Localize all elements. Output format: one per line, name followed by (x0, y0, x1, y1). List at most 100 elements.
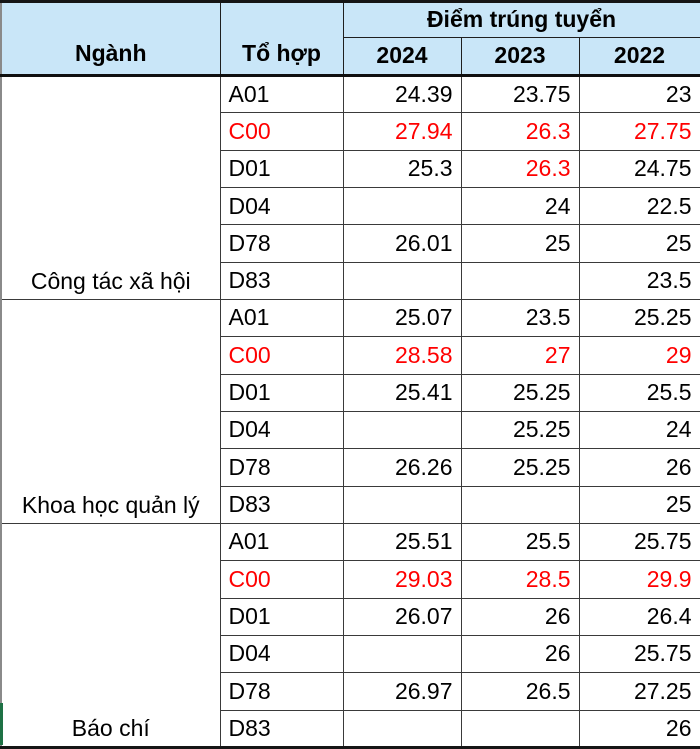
table-row: D01 25.3 26.3 24.75 (1, 149, 700, 188)
table-row: Báo chí A01 25.51 25.5 25.75 (0, 522, 700, 749)
table-row: D01 26.07 26 26.4 (1, 597, 700, 636)
score-cell: 25.25 (460, 373, 580, 412)
score-cell: 29.03 (342, 560, 462, 599)
header-row-1: Ngành Tổ hợp Điểm trúng tuyển (0, 1, 700, 77)
score-cell: 26 (578, 709, 700, 749)
header-row-2: 2024 2023 2022 (1, 37, 700, 77)
score-cell: 28.5 (460, 560, 580, 599)
score-cell: 29.9 (578, 560, 700, 599)
score-cell: 25 (578, 485, 700, 524)
combo-cell: D78 (219, 224, 344, 263)
score-cell: 25 (460, 224, 580, 263)
table-row: D78 26.01 25 25 (1, 224, 700, 263)
score-cell: 25.25 (578, 298, 700, 338)
table-row: Công tác xã hội A01 24.39 23.75 23 (0, 74, 700, 300)
combo-cell: D04 (219, 634, 344, 674)
score-cell: 25.51 (342, 522, 462, 562)
score-cell: 26 (578, 448, 700, 487)
table-row: C00 29.03 28.5 29.9 (1, 560, 700, 599)
table-row: D78 26.26 25.25 26 (1, 448, 700, 487)
score-cell: 24 (460, 186, 580, 226)
table-header: Ngành Tổ hợp Điểm trúng tuyển 2024 2023 … (0, 1, 700, 77)
score-cell: 24.75 (578, 149, 700, 188)
combo-cell: D01 (219, 597, 344, 636)
score-cell: 27.75 (578, 112, 700, 151)
score-cell: 25.5 (578, 373, 700, 412)
score-cell: 26 (460, 634, 580, 674)
score-cell: 24 (578, 410, 700, 450)
table-row: Khoa học quản lý A01 25.07 23.5 25.25 (0, 298, 700, 524)
table-row: C00 28.58 27 29 (1, 336, 700, 375)
score-cell (460, 709, 580, 749)
score-cell (460, 485, 580, 524)
combo-cell: D78 (219, 672, 344, 711)
combo-cell: C00 (219, 560, 344, 599)
header-year-2024: 2024 (342, 37, 462, 77)
score-cell: 25.75 (578, 634, 700, 674)
score-cell: 29 (578, 336, 700, 375)
header-year-2022: 2022 (578, 37, 700, 77)
table-row: D04 26 25.75 (1, 634, 700, 674)
combo-cell: D04 (219, 410, 344, 450)
score-cell (342, 709, 462, 749)
header-major: Ngành (0, 1, 221, 77)
score-cell: 25.07 (342, 298, 462, 338)
score-cell: 26.3 (460, 112, 580, 151)
score-cell (342, 186, 462, 226)
combo-cell: A01 (219, 522, 344, 562)
major-cell-bao-chi: Báo chí (0, 522, 221, 749)
score-cell: 26.3 (460, 149, 580, 188)
combo-cell: D83 (219, 261, 344, 300)
score-cell: 23 (578, 74, 700, 114)
score-cell: 26.97 (342, 672, 462, 711)
combo-cell: C00 (219, 112, 344, 151)
score-cell: 26.5 (460, 672, 580, 711)
score-cell: 23.5 (460, 298, 580, 338)
header-combo: Tổ hợp (219, 1, 344, 77)
score-cell: 26.01 (342, 224, 462, 263)
score-cell (342, 634, 462, 674)
excel-green-edge (0, 703, 3, 745)
score-cell: 25.3 (342, 149, 462, 188)
table-row: D04 25.25 24 (1, 410, 700, 450)
score-cell: 24.39 (342, 74, 462, 114)
score-cell: 23.75 (460, 74, 580, 114)
combo-cell: D83 (219, 485, 344, 524)
score-cell: 25.5 (460, 522, 580, 562)
combo-cell: D78 (219, 448, 344, 487)
score-cell: 25 (578, 224, 700, 263)
score-cell: 25.41 (342, 373, 462, 412)
table-row: D83 23.5 (1, 261, 700, 300)
score-cell: 28.58 (342, 336, 462, 375)
score-cell: 23.5 (578, 261, 700, 300)
table-row: D01 25.41 25.25 25.5 (1, 373, 700, 412)
score-cell: 25.25 (460, 448, 580, 487)
header-score-group: Điểm trúng tuyển (342, 1, 700, 38)
combo-cell: D04 (219, 186, 344, 226)
score-cell (342, 261, 462, 300)
combo-cell: A01 (219, 74, 344, 114)
score-cell: 26.4 (578, 597, 700, 636)
score-cell: 26 (460, 597, 580, 636)
table-row: D04 24 22.5 (1, 186, 700, 226)
score-cell (460, 261, 580, 300)
score-cell: 26.26 (342, 448, 462, 487)
score-cell: 25.25 (460, 410, 580, 450)
score-cell: 25.75 (578, 522, 700, 562)
table-body: Công tác xã hội A01 24.39 23.75 23 C00 2… (0, 74, 700, 749)
table-row: D83 26 (1, 709, 700, 749)
combo-cell: D83 (219, 709, 344, 749)
table-row: D78 26.97 26.5 27.25 (1, 672, 700, 711)
score-cell: 27.25 (578, 672, 700, 711)
combo-cell: A01 (219, 298, 344, 338)
combo-cell: D01 (219, 373, 344, 412)
header-year-2023: 2023 (460, 37, 580, 77)
score-cell (342, 410, 462, 450)
score-cell: 26.07 (342, 597, 462, 636)
score-cell: 22.5 (578, 186, 700, 226)
score-cell (342, 485, 462, 524)
major-cell-cong-tac-xa-hoi: Công tác xã hội (0, 75, 221, 300)
combo-cell: C00 (219, 336, 344, 375)
